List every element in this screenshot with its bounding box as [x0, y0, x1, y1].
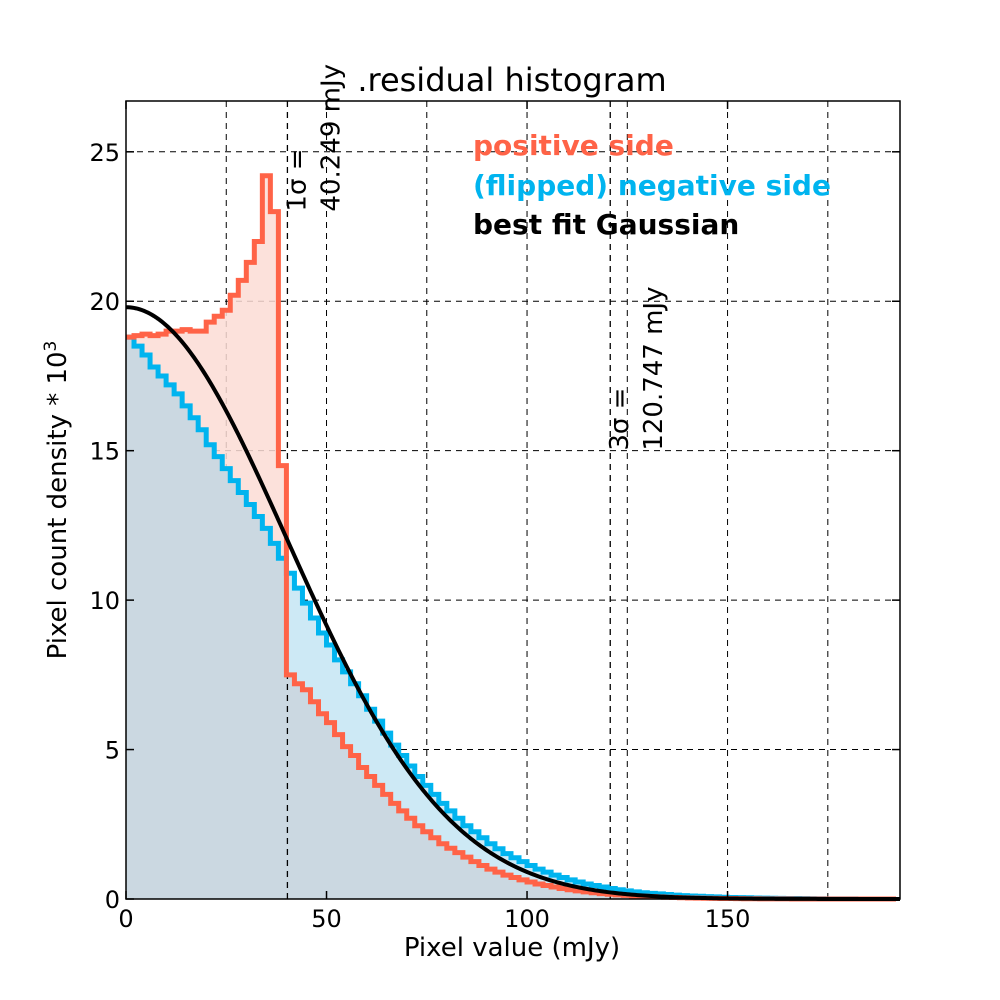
- plot-frame: [125, 100, 901, 900]
- sigma-label-line1: 1σ =: [282, 149, 312, 212]
- x-axis-label: Pixel value (mJy): [404, 933, 620, 963]
- legend-entry-gaussian: best fit Gaussian: [473, 208, 739, 241]
- y-tick-label: 0: [105, 886, 120, 914]
- x-tick-label: 100: [504, 905, 550, 933]
- legend-entry-positive: positive side: [473, 129, 674, 162]
- legend-entry-negative: (flipped) negative side: [473, 169, 831, 202]
- y-tick-label: 5: [105, 737, 120, 765]
- y-tick-label: 25: [89, 139, 120, 167]
- sigma-labels: 1σ = 40.249 mJy 3σ = 120.747 mJy: [282, 64, 669, 451]
- y-axis-label: Pixel count density * 103: [41, 341, 73, 660]
- y-tick-label: 20: [89, 288, 120, 316]
- series-fill-overlap: [126, 337, 896, 899]
- sigma-label: 3σ = 120.747 mJy: [605, 287, 669, 451]
- series-fills: [126, 175, 896, 899]
- sigma-label-line2: 120.747 mJy: [639, 287, 669, 451]
- x-tick-label: 0: [118, 905, 133, 933]
- x-tick-label: 150: [705, 905, 751, 933]
- legend: positive side (flipped) negative side be…: [473, 129, 831, 241]
- chart-title: .residual histogram: [357, 61, 666, 99]
- sigma-label-line1: 3σ =: [605, 388, 635, 451]
- sigma-label-line2: 40.249 mJy: [316, 64, 346, 212]
- axis-ticks: 0 50 100 150 0 5 10 15 20 25: [89, 101, 900, 933]
- y-axis-label-main: Pixel count density * 10: [43, 351, 73, 659]
- sigma-label: 1σ = 40.249 mJy: [282, 64, 346, 212]
- y-tick-label: 10: [89, 587, 120, 615]
- x-tick-label: 50: [311, 905, 342, 933]
- grid: [126, 101, 900, 899]
- y-tick-label: 15: [89, 438, 120, 466]
- y-axis-label-exponent: 3: [41, 341, 61, 352]
